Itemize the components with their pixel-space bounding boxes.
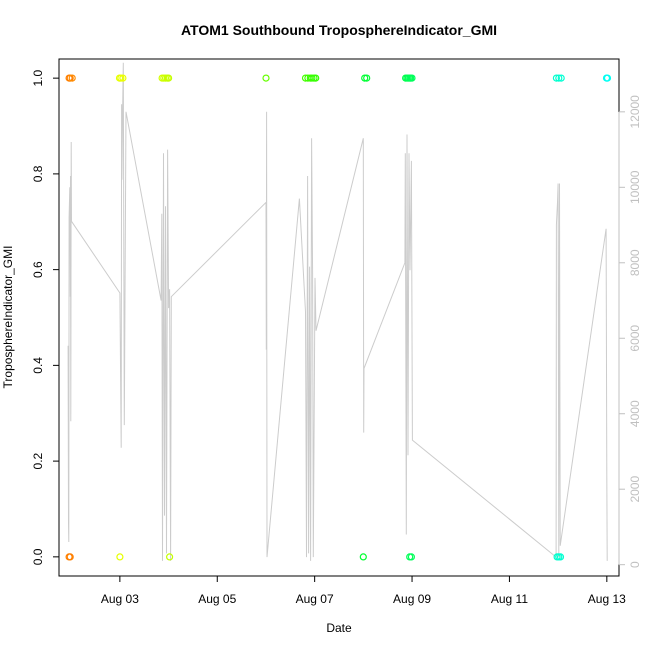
altitude-line <box>67 62 608 561</box>
y-tick-label: 1.0 <box>31 69 45 86</box>
data-point <box>119 74 127 82</box>
x-tick-label: Aug 05 <box>198 592 236 606</box>
data-point <box>68 74 76 82</box>
y2-tick-label: 10000 <box>628 170 642 204</box>
data-point <box>312 74 320 82</box>
data-point <box>361 74 369 82</box>
x-axis-label: Date <box>326 621 352 635</box>
y-axis-label: TroposphereIndicator_GMI <box>1 246 15 389</box>
x-tick-label: Aug 07 <box>296 592 334 606</box>
data-point <box>66 553 74 561</box>
data-point <box>166 553 174 561</box>
data-point <box>262 74 270 82</box>
y-tick-label: 0.8 <box>31 165 45 182</box>
data-point <box>308 74 316 82</box>
x-tick-label: Aug 11 <box>491 592 528 606</box>
point-series <box>65 74 612 561</box>
y2-tick-label: 0 <box>628 561 642 568</box>
data-point <box>556 553 565 561</box>
y-tick-label: 0.0 <box>31 548 45 565</box>
y2-tick-label: 2000 <box>628 476 642 503</box>
data-point <box>555 74 563 82</box>
data-point <box>603 74 612 82</box>
chart-title: ATOM1 Southbound TroposphereIndicator_GM… <box>181 22 497 38</box>
data-point <box>363 74 371 82</box>
x-tick-label: Aug 03 <box>101 592 139 606</box>
y-tick-label: 0.6 <box>31 261 45 278</box>
y2-axis: 0 2000 4000 6000 8000 10000 12000 <box>618 95 642 568</box>
data-point <box>66 74 74 82</box>
line-series <box>67 62 608 561</box>
y2-tick-label: 4000 <box>628 400 642 427</box>
x-tick-label: Aug 09 <box>393 592 431 606</box>
y2-tick-label: 12000 <box>628 95 642 129</box>
data-point <box>552 74 561 82</box>
y2-tick-label: 6000 <box>628 325 642 352</box>
data-point <box>557 74 565 82</box>
x-axis: Aug 03 Aug 05 Aug 07 Aug 09 Aug 11 Aug 13 <box>101 575 626 606</box>
data-point <box>116 553 124 561</box>
y-axis: 0.0 0.2 0.4 0.6 0.8 1.0 <box>31 69 60 565</box>
data-point <box>117 74 125 82</box>
data-point <box>165 74 173 82</box>
data-point <box>408 74 416 82</box>
y-tick-label: 0.4 <box>31 357 45 374</box>
y-tick-label: 0.2 <box>31 452 45 469</box>
y2-tick-label: 8000 <box>628 249 642 276</box>
x-tick-label: Aug 13 <box>588 592 626 606</box>
data-point <box>359 553 367 561</box>
plot-border <box>58 58 620 577</box>
data-point <box>407 553 415 561</box>
